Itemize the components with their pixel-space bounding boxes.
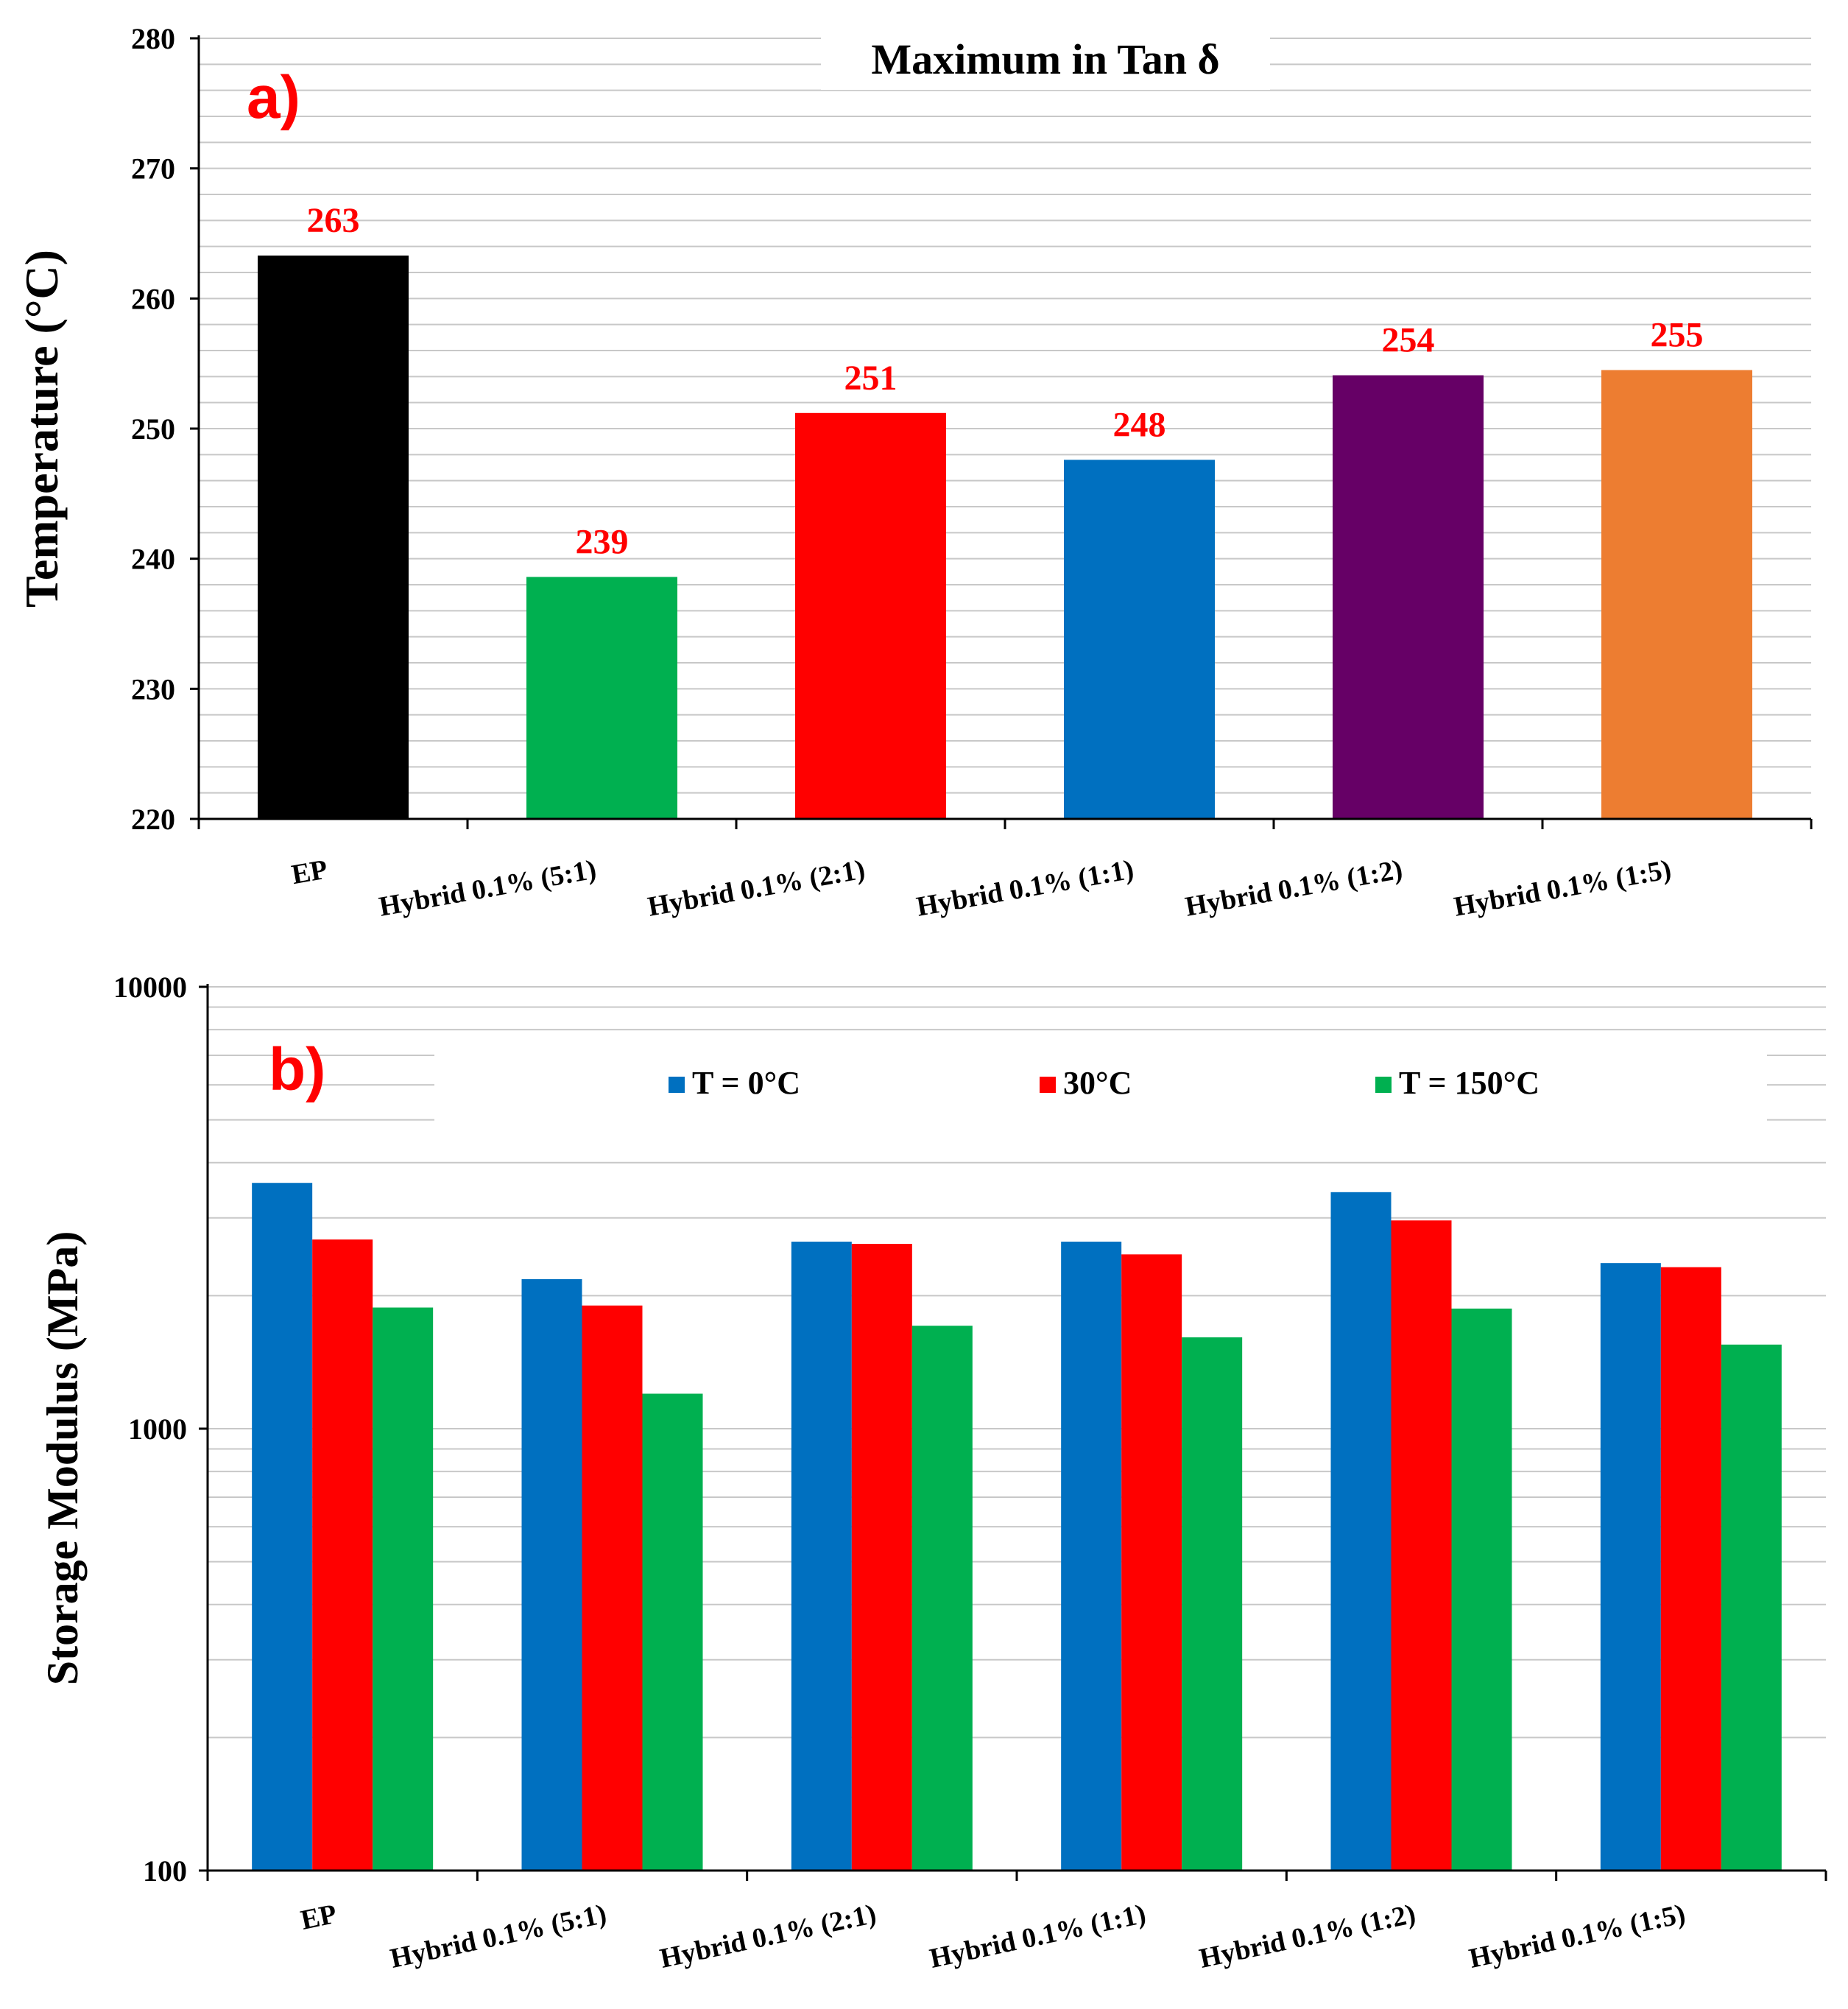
- x-tick-label: Hybrid 0.1% (5:1): [377, 854, 599, 923]
- y-tick-label: 1000: [128, 1412, 187, 1446]
- legend-label: T = 150°C: [1399, 1065, 1540, 1101]
- y-tick-label: 240: [131, 543, 175, 576]
- bar: [1721, 1344, 1782, 1871]
- x-tick-label: Hybrid 0.1% (1:2): [1183, 854, 1405, 923]
- x-tick-label: Hybrid 0.1% (1:5): [1467, 1899, 1688, 1974]
- panel-letter-b: b): [269, 1036, 325, 1103]
- y-axis-title: Storage Modulus (MPa): [38, 1231, 87, 1686]
- bar: [521, 1278, 582, 1871]
- bar: [1333, 375, 1484, 820]
- bar: [1330, 1192, 1392, 1871]
- bar: [1391, 1220, 1452, 1871]
- panel-letter-a: a): [247, 64, 300, 131]
- data-label: 255: [1651, 316, 1704, 355]
- bar: [373, 1307, 434, 1871]
- x-tick-label: Hybrid 0.1% (2:1): [646, 854, 867, 923]
- legend-label: T = 0°C: [692, 1065, 800, 1101]
- data-label: 254: [1382, 321, 1435, 360]
- x-tick-label: Hybrid 0.1% (1:2): [1196, 1899, 1418, 1974]
- legend-swatch: [1375, 1077, 1392, 1093]
- bar: [258, 256, 409, 819]
- bar: [791, 1242, 852, 1871]
- data-label: 251: [844, 359, 897, 398]
- y-tick-label: 230: [131, 672, 175, 706]
- legend-label: 30°C: [1063, 1065, 1132, 1101]
- x-tick-label: Hybrid 0.1% (1:1): [914, 854, 1136, 923]
- x-tick-label: EP: [298, 1899, 339, 1936]
- bar: [312, 1239, 373, 1871]
- panel-a-temperature-chart: Maximum in Tan δ a) 263 EP 239 Hybrid 0.1% (5…: [15, 22, 1813, 923]
- bar: [582, 1305, 643, 1871]
- bar: [1182, 1337, 1243, 1871]
- data-label: 263: [307, 201, 360, 240]
- y-tick-label: 270: [131, 152, 175, 186]
- bar: [1064, 460, 1215, 819]
- x-tick-label: Hybrid 0.1% (2:1): [657, 1899, 879, 1974]
- bar: [911, 1326, 973, 1871]
- bar: [1061, 1242, 1122, 1871]
- x-tick-label: Hybrid 0.1% (5:1): [387, 1899, 609, 1974]
- bar: [1451, 1308, 1512, 1871]
- x-tick-label: Hybrid 0.1% (1:1): [927, 1899, 1149, 1974]
- y-axis-title: Temperature (°C): [15, 250, 68, 608]
- title-backing: [821, 31, 1270, 90]
- bar: [252, 1183, 313, 1871]
- legend-swatch: [669, 1077, 685, 1093]
- y-tick-label: 220: [131, 803, 175, 836]
- y-tick-label: 10000: [113, 971, 187, 1004]
- bar: [1601, 370, 1752, 819]
- legend-backing: [434, 1044, 1767, 1122]
- bar: [851, 1244, 912, 1871]
- bar: [1121, 1254, 1182, 1871]
- y-tick-label: 260: [131, 282, 175, 315]
- bar: [642, 1393, 703, 1871]
- chart-title: Maximum in Tan δ: [871, 35, 1219, 83]
- x-tick-label: EP: [289, 854, 330, 891]
- y-tick-label: 250: [131, 412, 175, 446]
- panel-b-storage-modulus-chart: b) T = 0°C 30°C T = 150°C EP Hybrid 0.1% (5:1…: [38, 971, 1827, 1974]
- x-tick-label: Hybrid 0.1% (1:5): [1452, 854, 1674, 923]
- bar: [1660, 1267, 1721, 1871]
- bar: [795, 412, 946, 819]
- legend-swatch: [1040, 1077, 1056, 1093]
- data-label: 248: [1113, 405, 1166, 444]
- data-label: 239: [576, 522, 629, 561]
- bar: [526, 577, 677, 819]
- y-tick-label: 100: [143, 1854, 187, 1887]
- y-tick-label: 280: [131, 22, 175, 55]
- bar: [1600, 1263, 1661, 1871]
